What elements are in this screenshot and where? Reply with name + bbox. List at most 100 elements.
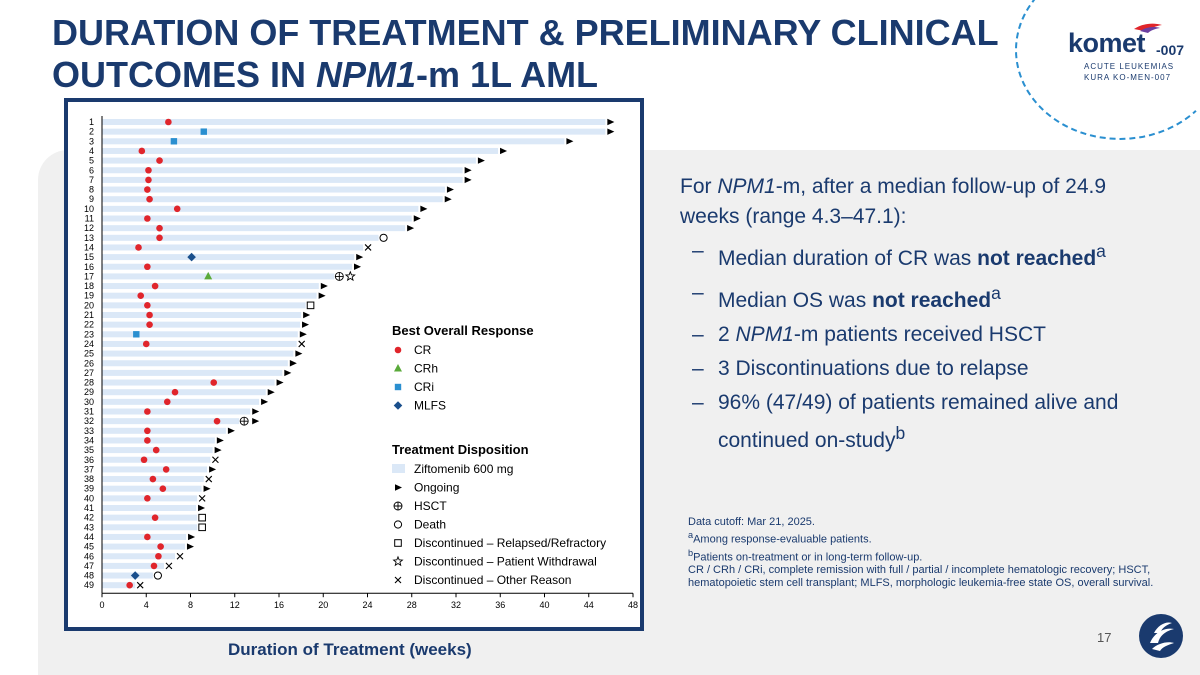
x-axis-title: Duration of Treatment (weeks): [228, 640, 472, 659]
response-marker: [155, 552, 162, 560]
x-tick-label: 32: [451, 600, 461, 610]
bullet-bold: not reached: [872, 289, 992, 312]
response-marker: [156, 157, 163, 164]
disposition-marker: [252, 417, 260, 425]
duration-bar: [102, 582, 136, 589]
disposition-marker: [212, 456, 219, 464]
response-marker: [159, 485, 167, 493]
disposition-marker: [188, 533, 196, 541]
patient-label: 17: [84, 271, 94, 281]
bullet-italic: NPM1: [735, 323, 794, 346]
patient-label: 24: [84, 339, 94, 349]
footnote-b: bPatients on-treatment or in long-term f…: [688, 547, 923, 564]
response-marker: [144, 408, 151, 415]
legend-response-marker: [394, 346, 402, 354]
bullet-bold: not reached: [977, 247, 1097, 270]
response-marker: [137, 292, 145, 299]
disposition-marker: [566, 138, 574, 145]
patient-label: 32: [84, 416, 94, 426]
x-tick-label: 48: [628, 600, 638, 610]
duration-bar: [102, 263, 353, 270]
response-marker: [138, 147, 146, 155]
legend-response-label: MLFS: [414, 399, 446, 413]
patient-label: 26: [84, 358, 94, 368]
patient-label: 25: [84, 349, 94, 359]
legend-disposition-label: Ongoing: [414, 481, 459, 495]
footnote-abbreviations: CR / CRh / CRi, complete remission with …: [688, 564, 1154, 590]
bullet-superscript: a: [991, 283, 1001, 303]
legend-disposition-marker: [392, 555, 404, 567]
patient-label: 9: [89, 194, 94, 204]
response-marker: [200, 128, 207, 135]
disposition-marker: [446, 186, 454, 193]
disposition-marker: [407, 224, 415, 232]
swimmer-chart-frame: 1 2 3 4 5 6 7 8 9 10 11 12 13 14 15 16 17 18 19 20 21 22 23 24 2…: [64, 98, 644, 631]
response-marker: [156, 234, 163, 242]
footnote-cutoff: Data cutoff: Mar 21, 2025.: [688, 516, 815, 528]
duration-bar: [102, 437, 215, 444]
summary-bullets: – Median duration of CR was not reacheda –…: [680, 236, 1150, 456]
duration-bar: [102, 331, 298, 338]
patient-label: 20: [84, 300, 94, 310]
disposition-marker: [477, 157, 485, 164]
duration-bar: [102, 369, 283, 376]
legend-disposition-title: Treatment Disposition: [392, 442, 529, 457]
legend-disposition-marker: [393, 501, 403, 511]
bullet-text: 3 Discontinuations due to relapse: [718, 357, 1029, 380]
disposition-marker: [261, 398, 269, 406]
disposition-marker: [464, 176, 472, 184]
patient-label: 19: [84, 291, 94, 301]
patient-label: 45: [84, 542, 94, 552]
disposition-marker: [198, 494, 206, 502]
disposition-marker: [209, 466, 217, 473]
legend-bar-swatch: [392, 464, 405, 473]
bullet-text: -m patients received HSCT: [793, 323, 1046, 346]
legend-response-marker: [394, 383, 402, 391]
patient-label: 5: [89, 156, 94, 166]
patient-label: 40: [84, 493, 94, 503]
x-tick-label: 28: [407, 600, 417, 610]
duration-bar: [102, 562, 164, 569]
disposition-marker: [176, 552, 184, 560]
disposition-marker: [607, 128, 615, 135]
summary-bullet: –3 Discontinuations due to relapse: [692, 357, 1029, 380]
x-tick-label: 44: [584, 600, 594, 610]
patient-label: 22: [84, 320, 94, 330]
x-tick-label: 24: [362, 600, 372, 610]
duration-bar: [102, 225, 406, 232]
patient-label: 8: [89, 185, 94, 195]
disposition-marker: [227, 427, 235, 434]
patient-label: 31: [84, 407, 94, 417]
response-marker: [135, 244, 142, 251]
patient-label: 10: [84, 204, 94, 214]
response-marker: [146, 195, 153, 203]
duration-bar: [102, 273, 335, 280]
disposition-marker: [205, 475, 213, 483]
disposition-marker: [320, 282, 328, 290]
response-marker: [187, 252, 196, 262]
patient-label: 47: [84, 561, 94, 571]
patient-label: 30: [84, 397, 94, 407]
bullet-text: Median OS was: [718, 289, 873, 312]
duration-bar: [102, 128, 606, 135]
patient-label: 38: [84, 474, 94, 484]
duration-bar: [102, 398, 260, 405]
response-marker: [210, 379, 218, 386]
disposition-marker: [420, 205, 428, 213]
bullet-text: 2: [718, 323, 736, 346]
response-marker: [144, 215, 151, 222]
response-marker: [146, 311, 153, 319]
logo-tagline-1: ACUTE LEUKEMIAS: [1084, 62, 1175, 71]
disposition-marker: [364, 244, 372, 251]
duration-bar: [102, 466, 208, 473]
duration-bar: [102, 533, 187, 540]
patient-label: 7: [89, 175, 94, 185]
disposition-marker: [354, 263, 362, 270]
duration-bar: [102, 167, 463, 174]
response-marker: [173, 205, 181, 213]
response-marker: [152, 446, 160, 454]
duration-bar: [102, 119, 606, 125]
legend-disposition-label: Discontinued – Other Reason: [414, 573, 571, 587]
duration-bar: [102, 427, 226, 434]
duration-bar: [102, 138, 565, 145]
